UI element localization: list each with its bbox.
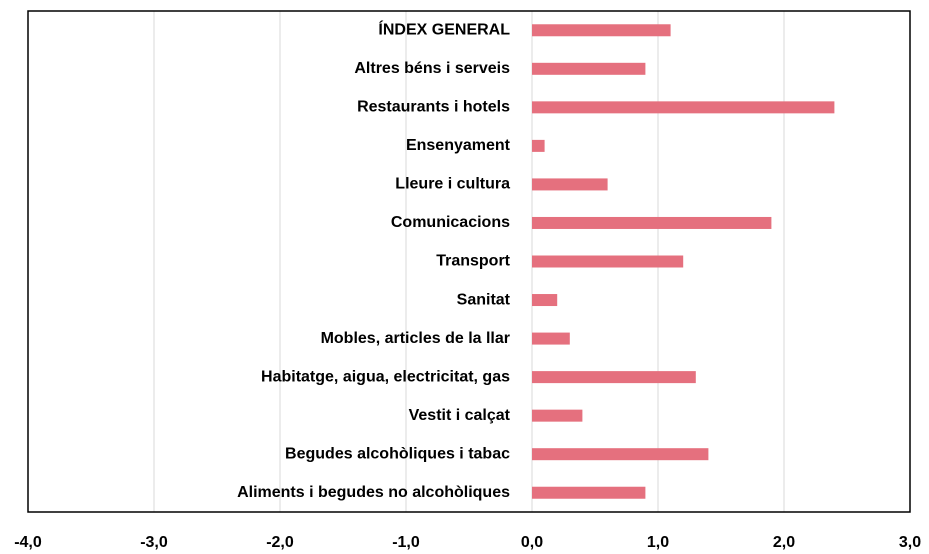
bar (532, 294, 558, 307)
bar (532, 409, 583, 422)
y-tick-label: Sanitat (457, 291, 511, 308)
bar (532, 24, 671, 37)
x-tick-label: -1,0 (392, 534, 420, 551)
x-tick-label: 3,0 (899, 534, 921, 551)
bar (532, 178, 608, 191)
x-tick-label: 0,0 (521, 534, 543, 551)
bar (532, 371, 696, 384)
y-tick-label: Comunicacions (391, 214, 510, 231)
x-tick-label: 2,0 (773, 534, 795, 551)
bar (532, 255, 684, 268)
bar (532, 139, 545, 152)
y-tick-label: Lleure i cultura (395, 176, 510, 193)
x-tick-label: -3,0 (140, 534, 168, 551)
y-tick-label: ÍNDEX GENERAL (378, 19, 510, 38)
y-tick-label: Mobles, articles de la llar (321, 330, 510, 347)
bar (532, 216, 772, 229)
bar (532, 62, 646, 75)
y-tick-label: Transport (436, 253, 510, 270)
y-tick-label: Habitatge, aigua, electricitat, gas (261, 368, 510, 385)
y-tick-label: Ensenyament (406, 137, 511, 154)
x-tick-label: -4,0 (14, 534, 42, 551)
x-tick-label: -2,0 (266, 534, 294, 551)
y-tick-label: Restaurants i hotels (357, 99, 510, 116)
y-tick-label: Begudes alcohòliques i tabac (285, 445, 510, 462)
y-tick-label: Vestit i calçat (409, 407, 511, 424)
bar (532, 448, 709, 461)
x-tick-label: 1,0 (647, 534, 669, 551)
y-tick-label: Aliments i begudes no alcohòliques (237, 484, 510, 501)
y-tick-label: Altres béns i serveis (354, 60, 510, 77)
plot-frame (27, 10, 911, 513)
bar (532, 486, 646, 499)
bar (532, 101, 835, 114)
bar (532, 332, 570, 345)
